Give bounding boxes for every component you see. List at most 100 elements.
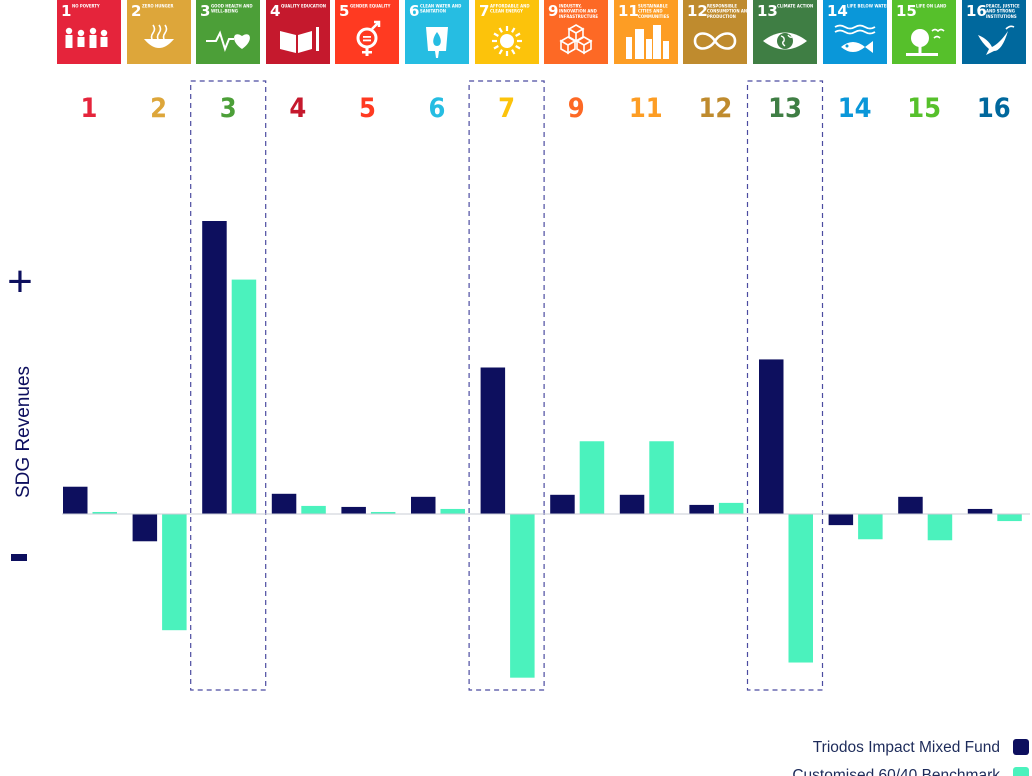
- goal-number-label-16: 16: [977, 93, 1011, 124]
- legend-swatch-fund: [1013, 739, 1029, 755]
- sdg-tile-goal-16: 16 PEACE, JUSTICE AND STRONG INSTITUTIONS: [962, 0, 1026, 64]
- sdg-tile-goal-6: 6 CLEAN WATER AND SANITATION: [405, 0, 469, 64]
- legend: Triodos Impact Mixed Fund Customised 60/4…: [792, 739, 1029, 776]
- bar-goal-16-benchmark: [997, 514, 1022, 522]
- sdg-tile-number: 3: [200, 2, 210, 20]
- sdg-tile-number: 4: [270, 2, 280, 20]
- sdg-goal-number-row: 1 2 3 4 5 6 7 9 11 12 13 14 15 16: [81, 93, 1011, 124]
- goal-number-label-3: 3: [220, 93, 237, 124]
- sdg-tile-background: [266, 0, 330, 64]
- bar-goal-3-fund: [202, 221, 227, 514]
- goal-number-label-14: 14: [838, 93, 872, 124]
- bar-goal-11-fund: [619, 494, 645, 514]
- bar-goal-5-fund: [341, 506, 366, 514]
- people-family-icon: [65, 27, 108, 48]
- sdg-tile-number: 7: [479, 2, 489, 20]
- bar-goal-2-benchmark: [162, 514, 187, 631]
- legend-label-benchmark: Customised 60/40 Benchmark: [792, 767, 1000, 776]
- bar-goal-6-fund: [411, 496, 436, 514]
- goal-number-label-5: 5: [359, 93, 376, 124]
- sdg-tile-goal-12: 12 RESPONSIBLE CONSUMPTION AND PRODUCTION: [683, 0, 751, 64]
- sun-power-icon: [492, 26, 522, 56]
- bar-goal-2-fund: [132, 514, 158, 542]
- bar-goal-13-benchmark: [788, 514, 813, 663]
- sdg-tile-title: NO POVERTY: [72, 4, 100, 10]
- y-axis-positive-marker: +: [7, 257, 33, 306]
- bar-goal-11-benchmark: [649, 441, 674, 514]
- sdg-tile-title: INDUSTRY, INNOVATION AND INFRASTRUCTURE: [559, 4, 598, 20]
- sdg-tile-number: 1: [61, 2, 71, 20]
- sdg-tile-background: [544, 0, 608, 64]
- sdg-tile-background: [753, 0, 817, 64]
- y-axis: + SDG Revenues: [7, 257, 34, 561]
- sdg-tile-title: RESPONSIBLE CONSUMPTION AND PRODUCTION: [707, 4, 751, 20]
- sdg-tile-number: 2: [131, 2, 141, 20]
- sdg-tile-title: SUSTAINABLE CITIES AND COMMUNITIES: [638, 4, 669, 20]
- eye-earth-icon: [763, 32, 807, 50]
- heartbeat-icon: [206, 30, 250, 52]
- sdg-tile-title: CLEAN WATER AND SANITATION: [420, 4, 462, 15]
- sdg-tile-number: 16: [966, 2, 987, 20]
- bar-goal-9-benchmark: [579, 441, 605, 514]
- sdg-tile-goal-5: 5 GENDER EQUALITY: [335, 0, 399, 64]
- infinity-loop-icon: [693, 32, 737, 50]
- highlight-box-goal-7: [468, 80, 545, 691]
- sdg-tile-row: 1 NO POVERTY 2 ZERO HUNGER 3 GOOD HEALTH AND W…: [57, 0, 1026, 64]
- sdg-tile-number: 11: [618, 2, 639, 20]
- highlight-box-goal-13: [746, 80, 824, 691]
- bar-goal-3-benchmark: [231, 279, 257, 514]
- bar-goal-12-benchmark: [718, 502, 744, 514]
- sdg-tile-title: CLIMATE ACTION: [777, 4, 813, 10]
- goal-number-label-4: 4: [289, 93, 306, 124]
- sdg-tile-number: 14: [827, 2, 848, 20]
- sdg-tile-background: [683, 0, 747, 64]
- city-buildings-icon: [626, 25, 669, 59]
- sdg-tile-number: 6: [409, 2, 419, 20]
- legend-label-fund: Triodos Impact Mixed Fund: [813, 739, 1000, 756]
- bar-goal-12-fund: [689, 504, 714, 514]
- bar-goal-1-fund: [63, 486, 88, 514]
- bar-goal-16-fund: [967, 508, 993, 514]
- goal-number-label-12: 12: [698, 93, 732, 124]
- y-axis-negative-marker: [11, 554, 27, 561]
- water-drop-icon: [426, 27, 448, 58]
- sdg-tile-goal-14: 14 LIFE BELOW WATER: [823, 0, 889, 64]
- tree-birds-icon: [906, 28, 945, 56]
- bar-series: [63, 221, 1022, 678]
- sdg-tile-goal-7: 7 AFFORDABLE AND CLEAN ENERGY: [475, 0, 539, 64]
- highlight-box-goal-3: [190, 80, 267, 691]
- fish-waves-icon: [834, 24, 876, 53]
- bar-goal-9-fund: [550, 494, 575, 514]
- gender-equality-icon: [356, 20, 381, 56]
- highlight-boxes: [190, 80, 824, 691]
- cubes-icon: [559, 24, 593, 55]
- sdg-tile-goal-3: 3 GOOD HEALTH AND WELL-BEING: [196, 0, 260, 64]
- sdg-tile-title: GOOD HEALTH AND WELL-BEING: [211, 4, 253, 15]
- sdg-tile-title: PEACE, JUSTICE AND STRONG INSTITUTIONS: [986, 4, 1020, 20]
- series-benchmark: [92, 279, 1022, 678]
- sdg-tile-goal-11: 11 SUSTAINABLE CITIES AND COMMUNITIES: [614, 0, 678, 64]
- bar-goal-7-fund: [480, 367, 506, 514]
- sdg-tile-title: QUALITY EDUCATION: [281, 4, 326, 10]
- sdg-tile-title: ZERO HUNGER: [142, 4, 173, 10]
- sdg-tile-goal-13: 13 CLIMATE ACTION: [753, 0, 817, 64]
- sdg-tile-background: [196, 0, 260, 64]
- bar-goal-4-fund: [271, 493, 297, 514]
- sdg-tile-goal-2: 2 ZERO HUNGER: [127, 0, 191, 64]
- bar-goal-4-benchmark: [301, 505, 326, 514]
- sdg-tile-number: 15: [896, 2, 917, 20]
- bar-goal-14-fund: [828, 514, 854, 526]
- sdg-tile-title: GENDER EQUALITY: [350, 4, 391, 10]
- sdg-tile-goal-9: 9 INDUSTRY, INNOVATION AND INFRASTRUCTURE: [544, 0, 608, 64]
- bar-goal-5-benchmark: [370, 511, 396, 514]
- food-bowl-icon: [144, 24, 174, 48]
- sdg-tile-title: LIFE BELOW WATER: [847, 4, 889, 10]
- goal-number-label-7: 7: [498, 93, 515, 124]
- sdg-tile-goal-15: 15 LIFE ON LAND: [892, 0, 956, 64]
- sdg-tile-number: 5: [339, 2, 349, 20]
- bar-goal-13-fund: [759, 359, 784, 514]
- sdg-tile-goal-4: 4 QUALITY EDUCATION: [266, 0, 330, 64]
- goal-number-label-13: 13: [768, 93, 802, 124]
- sdg-tile-background: [962, 0, 1026, 64]
